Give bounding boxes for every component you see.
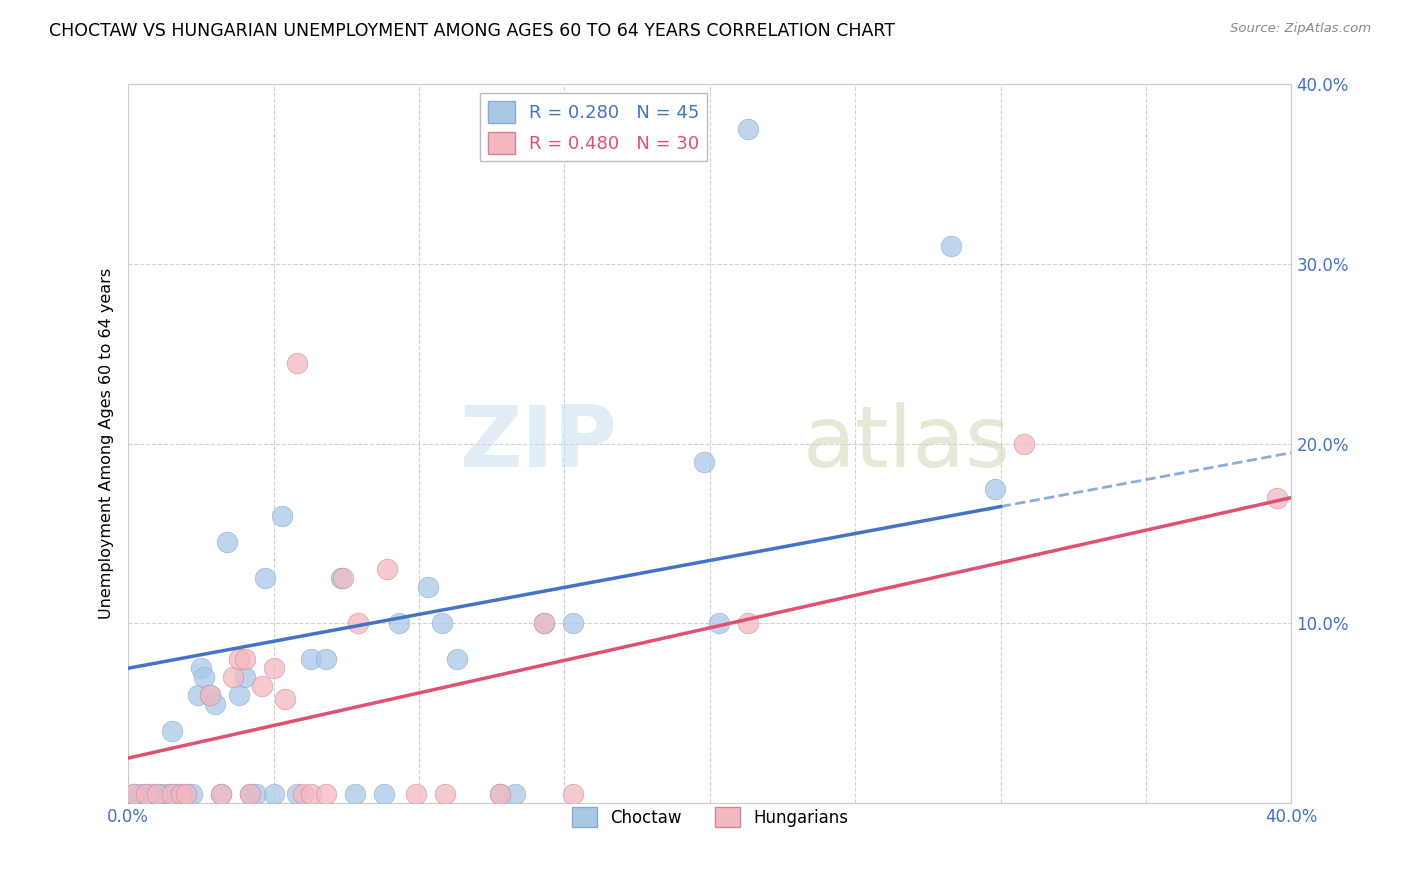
Y-axis label: Unemployment Among Ages 60 to 64 years: Unemployment Among Ages 60 to 64 years: [100, 268, 114, 619]
Text: CHOCTAW VS HUNGARIAN UNEMPLOYMENT AMONG AGES 60 TO 64 YEARS CORRELATION CHART: CHOCTAW VS HUNGARIAN UNEMPLOYMENT AMONG …: [49, 22, 896, 40]
Point: [1012, 436, 1035, 450]
Point: [209, 787, 232, 801]
Point: [233, 652, 256, 666]
Point: [503, 787, 526, 801]
Point: [329, 571, 352, 585]
Text: Source: ZipAtlas.com: Source: ZipAtlas.com: [1230, 22, 1371, 36]
Point: [169, 787, 191, 801]
Point: [181, 787, 204, 801]
Point: [489, 787, 512, 801]
Point: [301, 787, 323, 801]
Point: [250, 679, 273, 693]
Point: [315, 787, 337, 801]
Point: [253, 571, 276, 585]
Point: [217, 535, 239, 549]
Point: [176, 787, 198, 801]
Point: [198, 688, 221, 702]
Point: [228, 688, 250, 702]
Point: [193, 670, 215, 684]
Legend: Choctaw, Hungarians: Choctaw, Hungarians: [565, 800, 855, 834]
Point: [941, 239, 963, 253]
Point: [271, 508, 294, 523]
Point: [233, 670, 256, 684]
Point: [274, 691, 297, 706]
Point: [562, 787, 585, 801]
Point: [239, 787, 262, 801]
Point: [169, 787, 191, 801]
Point: [263, 661, 285, 675]
Point: [332, 571, 354, 585]
Point: [141, 787, 163, 801]
Point: [434, 787, 457, 801]
Point: [315, 652, 337, 666]
Point: [198, 688, 221, 702]
Point: [285, 356, 308, 370]
Point: [152, 787, 174, 801]
Point: [160, 787, 183, 801]
Point: [122, 787, 145, 801]
Point: [263, 787, 285, 801]
Point: [737, 122, 759, 136]
Point: [432, 616, 454, 631]
Point: [388, 616, 411, 631]
Point: [375, 562, 398, 576]
Point: [416, 581, 439, 595]
Point: [135, 787, 157, 801]
Point: [160, 724, 183, 739]
Point: [347, 616, 370, 631]
Point: [209, 787, 232, 801]
Point: [128, 787, 150, 801]
Text: atlas: atlas: [803, 402, 1011, 485]
Point: [222, 670, 245, 684]
Point: [157, 787, 180, 801]
Point: [176, 787, 198, 801]
Point: [228, 652, 250, 666]
Point: [146, 787, 169, 801]
Point: [737, 616, 759, 631]
Point: [562, 616, 585, 631]
Point: [135, 787, 157, 801]
Point: [1265, 491, 1288, 505]
Point: [373, 787, 395, 801]
Point: [122, 787, 145, 801]
Point: [693, 455, 716, 469]
Point: [301, 652, 323, 666]
Point: [204, 697, 226, 711]
Point: [707, 616, 730, 631]
Point: [489, 787, 512, 801]
Point: [163, 787, 186, 801]
Point: [239, 787, 262, 801]
Point: [446, 652, 468, 666]
Point: [291, 787, 314, 801]
Point: [245, 787, 267, 801]
Text: ZIP: ZIP: [458, 402, 617, 485]
Point: [344, 787, 367, 801]
Point: [533, 616, 555, 631]
Point: [187, 688, 209, 702]
Point: [190, 661, 212, 675]
Point: [984, 482, 1007, 496]
Point: [146, 787, 169, 801]
Point: [533, 616, 555, 631]
Point: [285, 787, 308, 801]
Point: [405, 787, 427, 801]
